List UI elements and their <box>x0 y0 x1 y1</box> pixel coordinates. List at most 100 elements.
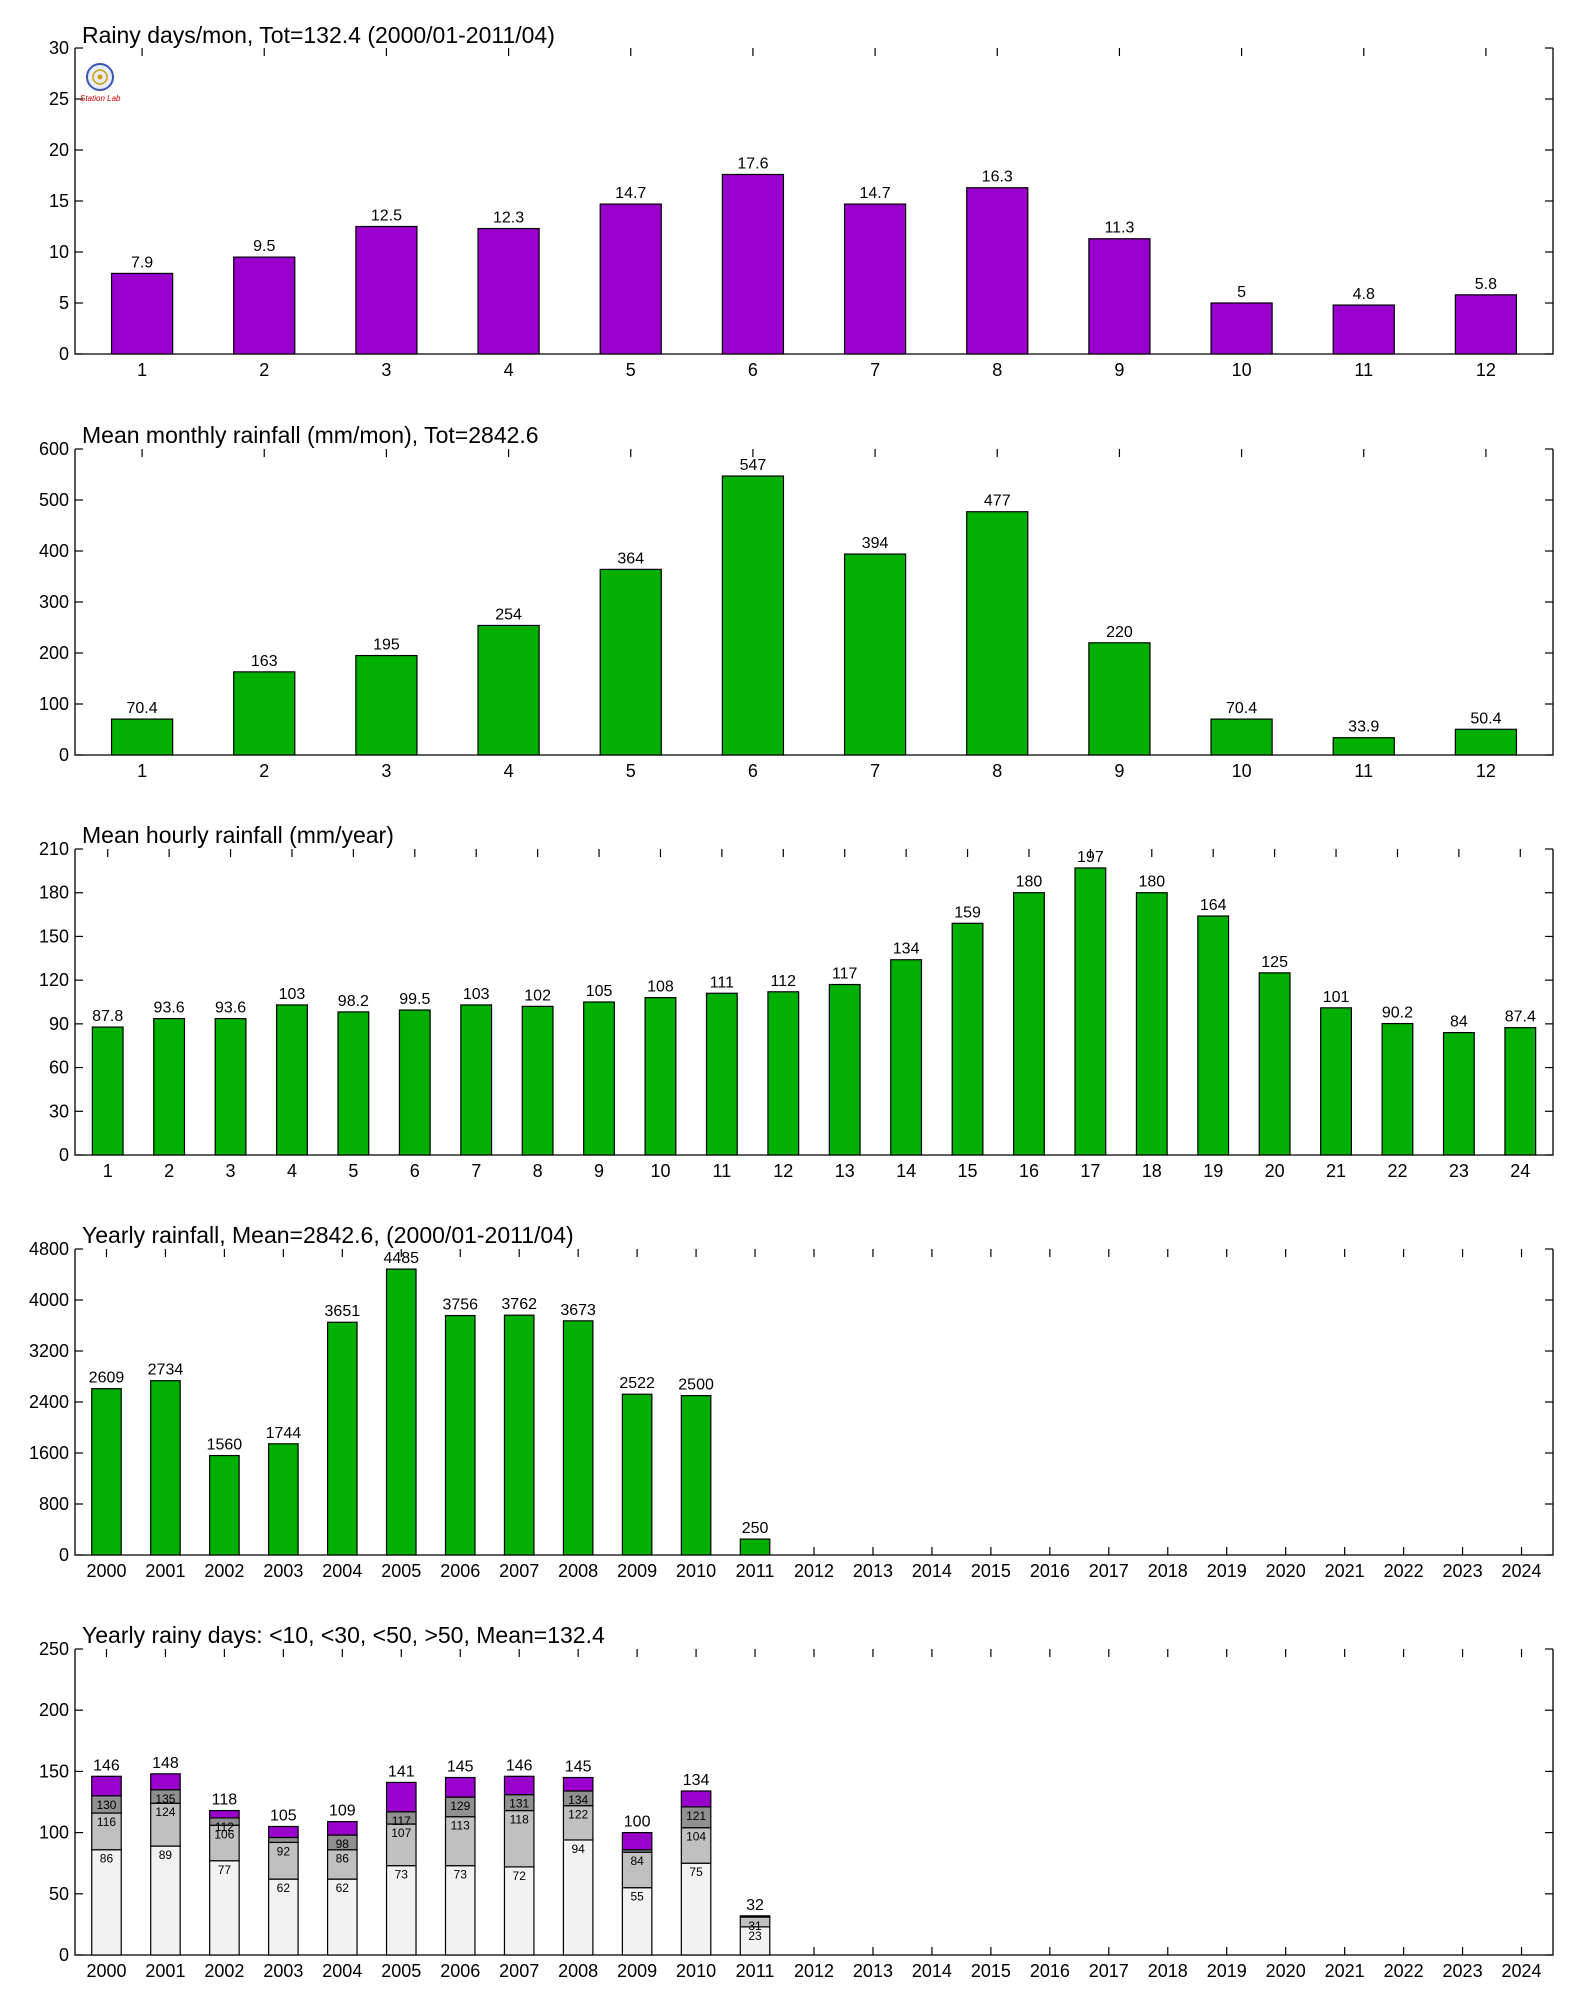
bar <box>385 1268 417 1556</box>
bar <box>890 959 923 1156</box>
segment-label: 118 <box>510 1813 529 1827</box>
stacked-segment <box>621 1831 653 1851</box>
stacked-segment <box>562 1839 594 1956</box>
x-tick-label: 8 <box>533 1161 543 1181</box>
x-tick-label: 2011 <box>736 1961 775 1981</box>
stacked-segment <box>680 1862 712 1956</box>
data-label: 4.8 <box>1353 286 1375 303</box>
x-tick-label: 2015 <box>971 1961 1011 1981</box>
y-tick-label: 90 <box>49 1014 69 1034</box>
stacked-segment <box>209 1809 240 1819</box>
data-label: 108 <box>647 979 674 996</box>
stacked-segment <box>91 1775 122 1797</box>
data-label: 2609 <box>89 1370 125 1387</box>
data-label: 250 <box>742 1520 769 1537</box>
x-tick-label: 1 <box>137 360 147 380</box>
data-label: 111 <box>710 974 734 991</box>
x-tick-label: 18 <box>1142 1161 1162 1181</box>
data-label: 195 <box>373 637 400 654</box>
chart-title: Yearly rainfall, Mean=2842.6, (2000/01-2… <box>82 1222 574 1248</box>
data-label: 87.4 <box>1505 1009 1536 1026</box>
stacked-segment <box>680 1827 712 1864</box>
x-tick-label: 2019 <box>1207 1561 1247 1581</box>
bar <box>503 1314 535 1556</box>
y-tick-label: 0 <box>59 1145 69 1165</box>
data-label: 197 <box>1077 849 1104 866</box>
x-tick-label: 5 <box>626 360 636 380</box>
segment-label: 31 <box>748 1919 762 1933</box>
x-tick-label: 3 <box>381 360 391 380</box>
stacked-segment <box>503 1775 535 1796</box>
data-label: 70.4 <box>1226 700 1257 717</box>
stacked-segment <box>326 1820 358 1836</box>
stacked-segment <box>680 1790 712 1808</box>
bar <box>721 475 785 756</box>
x-tick-label: 6 <box>748 360 758 380</box>
data-label: 99.5 <box>399 991 430 1008</box>
data-label: 180 <box>1016 874 1043 891</box>
segment-label: 122 <box>568 1808 588 1822</box>
bar <box>1088 642 1151 756</box>
bar <box>583 1001 615 1156</box>
x-tick-label: 2014 <box>912 1561 952 1581</box>
data-label: 394 <box>862 535 889 552</box>
x-tick-label: 2018 <box>1148 1561 1188 1581</box>
data-label: 14.7 <box>860 185 891 202</box>
y-tick-label: 0 <box>59 1545 69 1565</box>
y-tick-label: 800 <box>39 1494 69 1514</box>
x-tick-label: 9 <box>1114 360 1124 380</box>
bar <box>1074 867 1107 1156</box>
segment-label: 117 <box>392 1814 411 1828</box>
segment-label: 73 <box>454 1868 468 1882</box>
x-tick-label: 1 <box>137 761 147 781</box>
x-tick-label: 2018 <box>1148 1961 1188 1981</box>
data-label: 9.5 <box>253 238 275 255</box>
stacked-segment <box>326 1878 358 1956</box>
segment-label: 92 <box>277 1844 291 1858</box>
station-logo-icon: Station Lab <box>80 63 121 103</box>
x-tick-label: 11 <box>713 1161 732 1181</box>
x-tick-label: 2020 <box>1266 1561 1306 1581</box>
y-tick-label: 3200 <box>29 1341 69 1361</box>
x-tick-label: 2008 <box>558 1961 598 1981</box>
x-tick-label: 2017 <box>1089 1961 1129 1981</box>
x-tick-label: 2024 <box>1501 1561 1541 1581</box>
stacked-segment <box>739 1915 771 1918</box>
x-tick-label: 2012 <box>794 1961 834 1981</box>
segment-label: 121 <box>686 1809 706 1823</box>
data-label: 3651 <box>325 1303 361 1320</box>
segment-label: 77 <box>218 1863 232 1877</box>
data-label: 100 <box>624 1814 651 1831</box>
bar <box>644 997 677 1156</box>
bar <box>337 1011 370 1156</box>
x-tick-label: 2003 <box>263 1561 303 1581</box>
y-tick-label: 300 <box>39 592 69 612</box>
bar <box>398 1009 431 1156</box>
bar <box>966 187 1029 355</box>
x-tick-label: 2023 <box>1443 1561 1483 1581</box>
data-label: 3762 <box>501 1296 537 1313</box>
x-tick-label: 2015 <box>971 1561 1011 1581</box>
x-tick-label: 2000 <box>86 1961 126 1981</box>
data-label: 70.4 <box>127 700 158 717</box>
x-tick-label: 12 <box>773 1161 793 1181</box>
data-label: 180 <box>1138 874 1165 891</box>
y-tick-label: 50 <box>49 1884 69 1904</box>
stacked-segment <box>268 1878 299 1956</box>
y-tick-label: 100 <box>39 694 69 714</box>
chart-title: Rainy days/mon, Tot=132.4 (2000/01-2011/… <box>82 22 555 48</box>
bar <box>828 983 861 1156</box>
x-tick-label: 14 <box>896 1161 916 1181</box>
x-tick-label: 2010 <box>676 1561 716 1581</box>
segment-label: 135 <box>155 1792 175 1806</box>
data-label: 12.5 <box>371 208 402 225</box>
data-label: 145 <box>447 1759 474 1776</box>
bar <box>477 624 540 756</box>
data-label: 103 <box>279 986 306 1003</box>
data-label: 102 <box>524 987 551 1004</box>
data-label: 220 <box>1106 624 1133 641</box>
y-tick-label: 4000 <box>29 1290 69 1310</box>
stacked-segment <box>150 1845 181 1956</box>
x-tick-label: 16 <box>1019 1161 1039 1181</box>
bar <box>562 1320 594 1556</box>
